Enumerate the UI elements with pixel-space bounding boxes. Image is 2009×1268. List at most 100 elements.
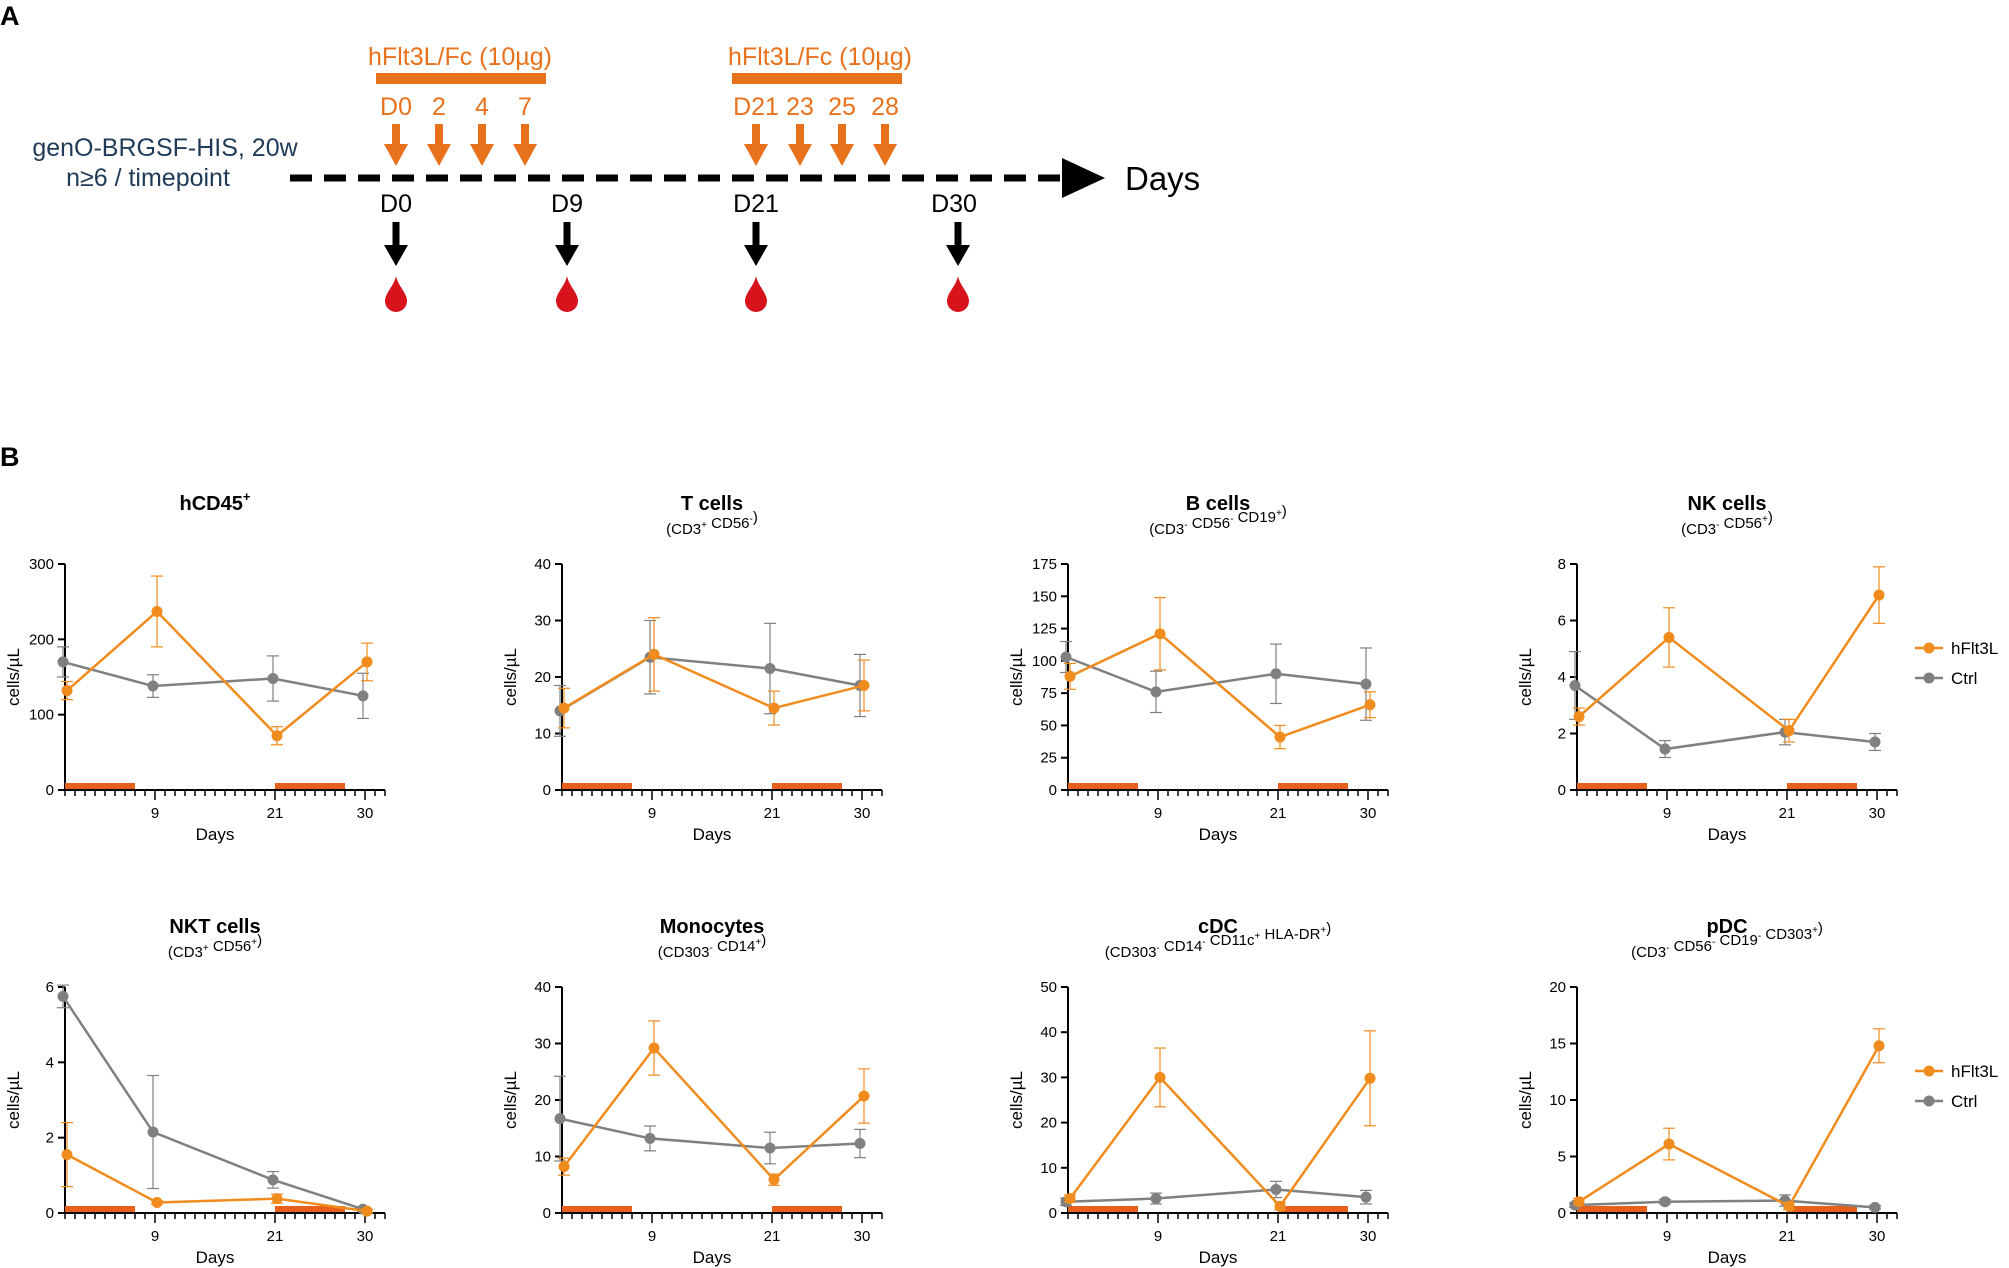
data-point [554, 1113, 566, 1125]
y-tick-label: 20 [534, 669, 551, 686]
data-point [558, 1161, 570, 1173]
injection-day-label: D0 [380, 93, 412, 121]
series-hflt3l [1573, 1028, 1885, 1212]
down-arrow-icon [513, 124, 537, 166]
x-tick-label: 9 [1154, 1228, 1162, 1245]
y-tick-label: 5 [1558, 1149, 1566, 1166]
x-tick-label: 9 [1663, 1228, 1671, 1245]
series-hflt3l [1573, 566, 1885, 743]
chart-title: hCD45+ [180, 489, 251, 515]
injection-day-label: 4 [475, 93, 489, 121]
chart-monocytes: Monocytes(CD303- CD14+) 0 10 20 30 40 cells/µL… [501, 916, 883, 1267]
y-tick-label: 0 [543, 782, 551, 799]
chart-b-cells: B cells(CD3- CD56- CD19+) 0 25 50 75 100 125 15… [1007, 493, 1389, 844]
data-point [1060, 651, 1072, 663]
data-point [1869, 736, 1881, 748]
blood-drop-icon [385, 276, 407, 312]
treatment-period-bar [1068, 1206, 1138, 1212]
x-tick-label: 30 [854, 805, 871, 822]
series-line [1065, 1188, 1367, 1203]
y-tick-label: 300 [29, 556, 54, 573]
series-ctrl [57, 984, 369, 1215]
data-point [361, 1205, 373, 1217]
x-axis-label: Days [1708, 825, 1747, 844]
data-point [1569, 679, 1581, 691]
data-point [1573, 711, 1585, 723]
data-point [1783, 725, 1795, 737]
down-arrow-icon [555, 222, 579, 266]
y-axis-label: cells/µL [4, 648, 23, 706]
treatment-period-bar [772, 783, 842, 789]
series-line [1069, 632, 1371, 739]
treatment-period-bar [772, 1206, 842, 1212]
series-line [563, 652, 865, 710]
data-point [271, 730, 283, 742]
data-point [1364, 699, 1376, 711]
series-line [66, 1153, 368, 1213]
y-tick-label: 50 [1040, 979, 1057, 996]
injection-day-label: 25 [828, 93, 856, 121]
data-point [61, 1149, 73, 1161]
chart-subtitle: (CD3+ CD56+) [168, 932, 262, 961]
injection-day-label: 7 [518, 93, 532, 121]
legend-label: Ctrl [1951, 1092, 1977, 1111]
y-tick-label: 8 [1558, 556, 1566, 573]
y-tick-label: 15 [1549, 1036, 1566, 1053]
series-hflt3l [61, 1121, 373, 1217]
y-tick-label: 40 [534, 979, 551, 996]
model-label-line1: genO-BRGSF-HIS, 20w [32, 134, 298, 162]
chart-subtitle: (CD3- CD56- CD19+) [1149, 503, 1287, 538]
injection-day-label: 23 [786, 93, 814, 121]
x-tick-label: 21 [267, 805, 284, 822]
down-arrow-icon [470, 124, 494, 166]
treatment-label-2: hFlt3L/Fc (10µg) [728, 43, 912, 71]
data-point [1869, 1201, 1881, 1213]
data-point [768, 1174, 780, 1186]
y-tick-label: 75 [1040, 685, 1057, 702]
x-axis-label: Days [196, 825, 235, 844]
right-arrow-icon [1062, 158, 1105, 198]
data-point [271, 1193, 283, 1205]
sampling-day-label: D9 [551, 190, 583, 218]
data-point [1663, 1138, 1675, 1150]
chart-subtitle: (CD303- CD14+) [658, 932, 766, 961]
x-axis-label: Days [196, 1248, 235, 1267]
data-point [768, 702, 780, 714]
data-point [1663, 631, 1675, 643]
down-arrow-icon [873, 124, 897, 166]
chart-subtitle: (CD3- CD56+) [1681, 509, 1773, 538]
timeline-diagram: A genO-BRGSF-HIS, 20w n≥6 / timepoint hF… [0, 1, 1200, 312]
x-tick-label: 9 [648, 1228, 656, 1245]
blood-drop-icon [745, 276, 767, 312]
y-axis-label: cells/µL [1516, 1071, 1535, 1129]
data-point [1150, 686, 1162, 698]
blood-drops [385, 276, 969, 312]
sampling-day-label: D21 [733, 190, 779, 218]
treatment-period-bar [1278, 1206, 1348, 1212]
data-point [267, 1174, 279, 1186]
panel-letter-a: A [0, 1, 20, 31]
y-tick-label: 2 [46, 1130, 54, 1147]
treatment-period-bar [65, 783, 135, 789]
y-tick-label: 4 [1558, 669, 1566, 686]
chart-hcd45: hCD45+ 0 100 200 300 cells/µL 9 21 30 Days [4, 489, 386, 844]
injection-day-label: D21 [733, 93, 779, 121]
data-point [854, 1138, 866, 1150]
chart-nkt-cells: NKT cells(CD3+ CD56+) 0 2 4 6 cells/µL 9 21 30 Da… [4, 916, 386, 1267]
y-axis-label: cells/µL [501, 648, 520, 706]
y-tick-label: 0 [46, 782, 54, 799]
data-point [151, 605, 163, 617]
data-point [1270, 1183, 1282, 1195]
y-tick-label: 40 [534, 556, 551, 573]
data-point [648, 1042, 660, 1054]
legend-label: hFlt3L [1951, 639, 1998, 658]
chart-nk-cells: NK cells(CD3- CD56+) 0 2 4 6 8 cells/µL 9 21 30 Da… [1516, 493, 1998, 844]
y-tick-label: 0 [1558, 1205, 1566, 1222]
x-tick-label: 21 [764, 1228, 781, 1245]
x-tick-label: 21 [267, 1228, 284, 1245]
legend-label: Ctrl [1951, 669, 1977, 688]
injection-days-1: D0 2 4 7 [380, 93, 532, 121]
treatment-period-bar [275, 783, 345, 789]
blood-drop-icon [947, 276, 969, 312]
data-point [1274, 731, 1286, 743]
